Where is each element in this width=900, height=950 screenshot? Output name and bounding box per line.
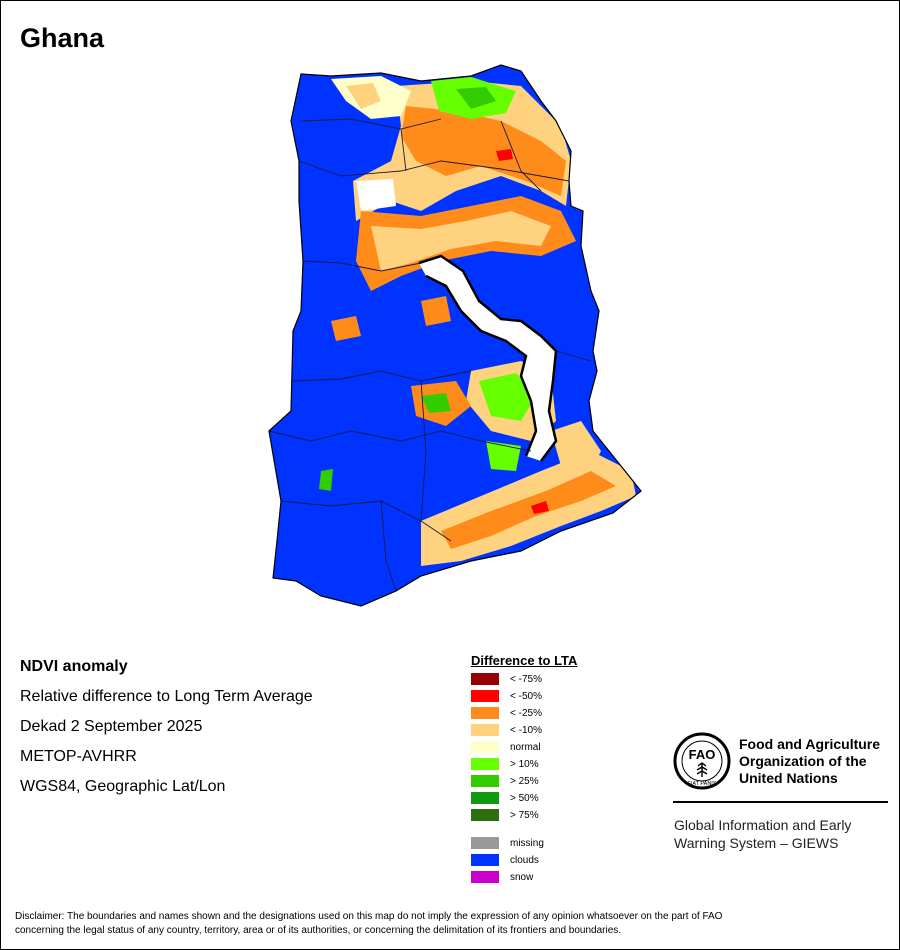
ghana-national-border [268, 64, 642, 607]
legend-label: > 75% [510, 810, 539, 821]
fao-logo-text: FAO [689, 747, 716, 762]
anomaly-south-coast-deficit [441, 471, 616, 549]
legend-swatch [471, 724, 499, 736]
legend-swatch [471, 690, 499, 702]
organization-line1: Food and Agriculture [739, 736, 881, 752]
legend-swatch [471, 673, 499, 685]
legend-swatch-snow [471, 871, 499, 883]
legend-label-snow: snow [510, 872, 534, 883]
fao-logo-motto: FIAT PANIS [687, 781, 716, 787]
legend-label: > 25% [510, 776, 539, 787]
product-name: NDVI anomaly [20, 658, 128, 675]
lake-volta [419, 256, 556, 461]
disclaimer-line2: concerning the legal status of any count… [15, 925, 622, 936]
anomaly-upper-white [356, 179, 396, 211]
anomaly-central-patch [421, 296, 451, 326]
region-boundaries [269, 118, 592, 592]
product-sensor: METOP-AVHRR [20, 748, 137, 765]
product-projection: WGS84, Geographic Lat/Lon [20, 778, 226, 795]
legend-swatch-clouds [471, 854, 499, 866]
legend-label-clouds: clouds [510, 855, 539, 866]
anomaly-west-patch [331, 316, 361, 341]
legend-title: Difference to LTA [471, 653, 578, 668]
legend-swatch [471, 707, 499, 719]
giews-caption: Global Information and Early Warning Sys… [674, 816, 851, 852]
giews-line2: Warning System – GIEWS [674, 835, 839, 851]
legend-swatch [471, 741, 499, 753]
anomaly-upper-band-light [371, 211, 551, 271]
anomaly-volta-east [551, 421, 601, 471]
ghana-ndvi-map [268, 64, 642, 607]
anomaly-middle-west-green [421, 393, 451, 413]
legend-label: < -10% [510, 725, 542, 736]
product-description: Relative difference to Long Term Average [20, 688, 313, 705]
legend-swatch [471, 758, 499, 770]
legend-label-missing: missing [510, 838, 544, 849]
anomaly-north-severe [496, 149, 513, 161]
giews-line1: Global Information and Early [674, 817, 852, 833]
anomaly-north-dark-green [456, 87, 496, 109]
legend-swatch [471, 792, 499, 804]
fao-logo-icon: FAO FIAT PANIS [673, 732, 731, 790]
anomaly-southeast-green [486, 441, 521, 471]
anomaly-northwest-deficit [346, 83, 381, 109]
lake-volta-shoreline [418, 254, 558, 462]
legend-swatch-missing [471, 837, 499, 849]
organization-line2: Organization of the [739, 753, 867, 769]
legend-label: normal [510, 742, 541, 753]
product-period: Dekad 2 September 2025 [20, 718, 203, 735]
anomaly-middle-east-green [479, 373, 536, 421]
organization-name: Food and Agriculture Organization of the… [739, 736, 880, 787]
anomaly-south-coast-severe [531, 501, 549, 514]
legend-label: < -25% [510, 708, 542, 719]
disclaimer: Disclaimer: The boundaries and names sho… [15, 910, 875, 938]
legend-label: < -75% [510, 674, 542, 685]
legend-swatch [471, 809, 499, 821]
logo-divider [673, 801, 888, 803]
organization-line3: United Nations [739, 770, 838, 786]
disclaimer-line1: Disclaimer: The boundaries and names sho… [15, 911, 723, 922]
legend-swatch [471, 775, 499, 787]
lake-volta-shoreline-west [425, 274, 538, 457]
anomaly-southwest-green [319, 469, 333, 491]
legend-label: > 10% [510, 759, 539, 770]
map-title: Ghana [20, 23, 105, 53]
legend-label: < -50% [510, 691, 542, 702]
ndvi-raster [269, 65, 641, 606]
legend-label: > 50% [510, 793, 539, 804]
